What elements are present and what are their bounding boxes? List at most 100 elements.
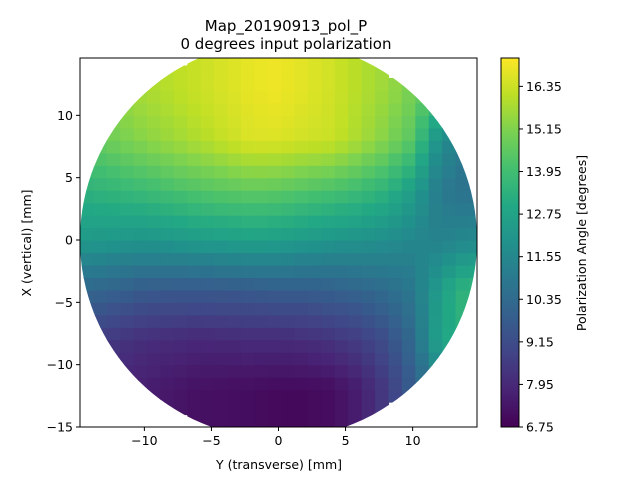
- heatmap-cell: [187, 140, 202, 154]
- heatmap-cell: [80, 215, 95, 229]
- heatmap-cell: [348, 77, 363, 92]
- heatmap-cell: [375, 314, 390, 328]
- heatmap-cell: [214, 377, 229, 391]
- heatmap-cell: [361, 90, 376, 104]
- heatmap-cell: [187, 177, 202, 191]
- heatmap-cell: [308, 115, 323, 129]
- heatmap-cell: [348, 215, 363, 229]
- heatmap-cell: [147, 215, 162, 229]
- heatmap-cell: [267, 402, 282, 416]
- heatmap-cell: [160, 77, 175, 92]
- heatmap-cell: [133, 352, 148, 366]
- heatmap-cell: [375, 252, 390, 266]
- x-tick-label: −5: [202, 433, 220, 448]
- heatmap-cell: [375, 140, 390, 154]
- heatmap-cell: [294, 177, 309, 191]
- heatmap-cell: [294, 65, 309, 79]
- heatmap-cell: [120, 252, 135, 266]
- heatmap-cell: [106, 314, 121, 328]
- heatmap-cell: [442, 314, 457, 328]
- heatmap-cell: [415, 102, 430, 116]
- heatmap-cell: [442, 302, 457, 316]
- heatmap-cell: [468, 240, 477, 254]
- heatmap-cell: [147, 165, 162, 179]
- heatmap-cell: [468, 190, 477, 204]
- heatmap-cell: [348, 227, 363, 241]
- heatmap-cell: [254, 127, 269, 141]
- heatmap-cell: [93, 289, 108, 303]
- heatmap-cell: [415, 314, 430, 328]
- heatmap-cell: [294, 402, 309, 416]
- heatmap-cell: [173, 65, 188, 79]
- heatmap-cell: [173, 115, 188, 129]
- heatmap-cell: [281, 339, 296, 353]
- heatmap-cell: [173, 277, 188, 291]
- heatmap-cell: [173, 377, 188, 391]
- heatmap-cell: [281, 352, 296, 366]
- heatmap-cell: [214, 190, 229, 204]
- heatmap-cell: [160, 165, 175, 179]
- heatmap-cell: [294, 115, 309, 129]
- heatmap-cell: [294, 339, 309, 353]
- chart-title-line1: Map_20190913_pol_P: [205, 17, 367, 36]
- heatmap-cell: [281, 302, 296, 316]
- heatmap-cell: [254, 352, 269, 366]
- heatmap-cell: [254, 227, 269, 241]
- heatmap-cell: [254, 215, 269, 229]
- heatmap-cell: [428, 190, 443, 204]
- heatmap-cell: [321, 102, 336, 116]
- heatmap-cell: [160, 377, 175, 391]
- heatmap-cell: [455, 327, 470, 341]
- heatmap-cell: [442, 202, 457, 216]
- heatmap-cell: [455, 302, 470, 316]
- heatmap-cell: [106, 190, 121, 204]
- heatmap-cell: [93, 215, 108, 229]
- x-tick-label: −10: [131, 433, 157, 448]
- heatmap-cell: [388, 327, 403, 341]
- heatmap-cell: [321, 202, 336, 216]
- heatmap-cell: [240, 252, 255, 266]
- heatmap-cell: [93, 339, 108, 353]
- heatmap-cell: [361, 140, 376, 154]
- heatmap-cell: [106, 202, 121, 216]
- heatmap-cell: [361, 402, 376, 416]
- heatmap-cell: [133, 127, 148, 141]
- colorbar-tick-label: 16.35: [526, 79, 562, 94]
- heatmap-cell: [147, 339, 162, 353]
- heatmap-cell: [240, 58, 255, 67]
- heatmap-cell: [401, 302, 416, 316]
- heatmap-cell: [375, 352, 390, 366]
- heatmap-cell: [200, 202, 215, 216]
- heatmap-cell: [455, 215, 470, 229]
- heatmap-cell: [227, 152, 242, 166]
- heatmap-cell: [160, 102, 175, 116]
- heatmap-cell: [147, 77, 162, 92]
- heatmap-cell: [361, 77, 376, 92]
- heatmap-cell: [173, 352, 188, 366]
- heatmap-cell: [375, 327, 390, 341]
- heatmap-cell: [442, 165, 457, 179]
- heatmap-cell: [214, 327, 229, 341]
- heatmap-cell: [187, 327, 202, 341]
- heatmap-cell: [348, 102, 363, 116]
- heatmap-cell: [348, 177, 363, 191]
- heatmap-cell: [254, 302, 269, 316]
- heatmap-cell: [348, 277, 363, 291]
- heatmap-cell: [187, 190, 202, 204]
- heatmap-cell: [106, 352, 121, 366]
- heatmap-cell: [361, 277, 376, 291]
- heatmap-cell: [147, 102, 162, 116]
- heatmap-cell: [375, 102, 390, 116]
- heatmap-cell: [375, 190, 390, 204]
- heatmap-cell: [267, 102, 282, 116]
- heatmap-cell: [361, 102, 376, 116]
- chart-title-line2: 0 degrees input polarization: [180, 35, 391, 53]
- heatmap-cell: [361, 65, 376, 79]
- heatmap-cell: [281, 389, 296, 403]
- heatmap-cell: [334, 202, 349, 216]
- heatmap-cell: [321, 65, 336, 79]
- heatmap-cell: [281, 102, 296, 116]
- heatmap-cell: [147, 115, 162, 129]
- heatmap-cell: [133, 327, 148, 341]
- heatmap-cell: [308, 190, 323, 204]
